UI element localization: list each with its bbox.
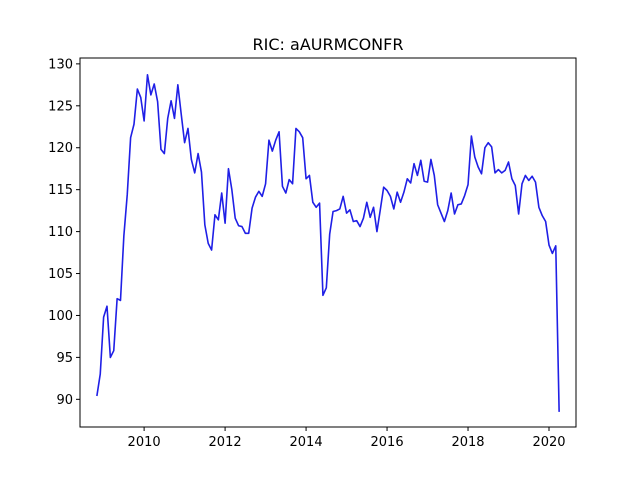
x-tick-label: 2020: [532, 435, 565, 450]
series-layer: [96, 73, 560, 412]
y-tick-label: 120: [48, 141, 73, 156]
x-tick-label: 2012: [209, 435, 242, 450]
y-tick-label: 90: [56, 393, 73, 408]
x-tick-label: 2014: [290, 435, 323, 450]
chart-title: RIC: aAURMCONFR: [253, 35, 404, 54]
y-tick-label: 105: [48, 267, 73, 282]
series-line-1: [96, 73, 560, 412]
y-tick-label: 115: [48, 183, 73, 198]
plot-area: [80, 58, 576, 427]
y-tick-label: 125: [48, 99, 73, 114]
y-tick-label: 110: [48, 225, 73, 240]
x-tick-label: 2010: [128, 435, 161, 450]
y-tick-label: 95: [56, 351, 73, 366]
plot-frame: [79, 57, 577, 428]
y-axis: 90 95 100 105 110 115 120 125 130: [48, 57, 80, 408]
x-tick-label: 2016: [371, 435, 404, 450]
y-tick-label: 100: [48, 309, 73, 324]
y-tick-label: 130: [48, 57, 73, 72]
x-axis: 2010 2012 2014 2016 2018 2020: [128, 427, 566, 450]
x-tick-label: 2018: [451, 435, 484, 450]
